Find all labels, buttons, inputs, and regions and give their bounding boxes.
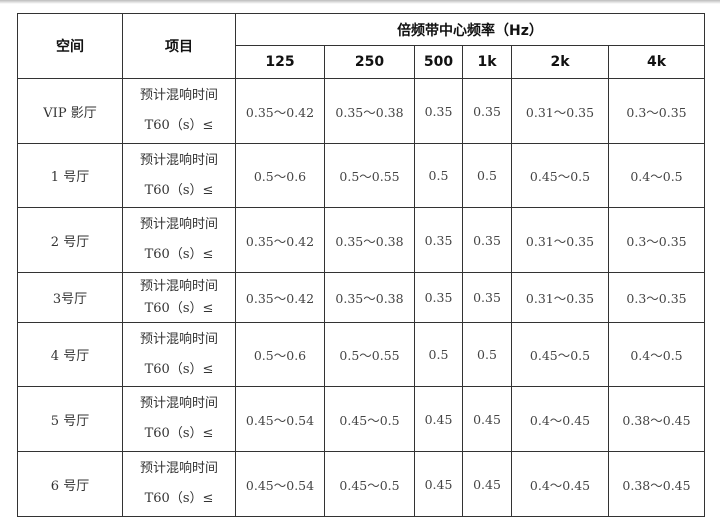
table-row: 4 号厅 预计混响时间 T60（s）≤ 0.5～0.6 0.5～0.55 0.5 0.5 0.… (17, 322, 705, 387)
item-label-line1: 预计混响时间 (139, 217, 218, 232)
value-cell: 0.45 (462, 451, 512, 517)
value-cell: 0.38～0.45 (608, 386, 705, 452)
header-band-group: 倍频带中心频率（Hz） (235, 13, 705, 46)
value-cell: 0.35 (414, 78, 463, 144)
value-cell: 0.45～0.5 (324, 386, 415, 452)
header-band-250: 250 (324, 45, 415, 79)
table-row: 2 号厅 预计混响时间 T60（s）≤ 0.35～0.42 0.35～0.38 0.35 0… (17, 207, 705, 273)
value-cell: 0.45～0.5 (324, 451, 415, 517)
value-cell: 0.31～0.35 (511, 207, 609, 273)
header-band-4k: 4k (608, 45, 705, 79)
item-label-line2: T60（s）≤ (144, 182, 214, 198)
item-label-line1: 预计混响时间 (139, 278, 218, 294)
item-cell: 预计混响时间 T60（s）≤ (122, 386, 236, 452)
space-cell: 3号厅 (17, 272, 123, 323)
value-cell: 0.35 (414, 207, 463, 273)
value-cell: 0.4～0.45 (511, 451, 609, 517)
space-cell: 6 号厅 (17, 451, 123, 517)
value-cell: 0.5 (462, 322, 512, 387)
item-label-line2: T60（s）≤ (144, 247, 214, 262)
reverberation-table: 空间 项目 倍频带中心频率（Hz） 125 250 500 1k 2k 4k VIP 影厅… (17, 13, 705, 517)
value-cell: 0.3～0.35 (608, 272, 705, 323)
space-cell: 1 号厅 (17, 143, 123, 208)
value-cell: 0.45～0.54 (235, 451, 325, 517)
value-cell: 0.3～0.35 (608, 207, 705, 273)
space-cell: 4 号厅 (17, 322, 123, 387)
value-cell: 0.5 (414, 322, 463, 387)
item-cell: 预计混响时间 T60（s）≤ (122, 207, 236, 273)
value-cell: 0.35 (462, 207, 512, 273)
value-cell: 0.35～0.42 (235, 78, 325, 144)
space-cell: 5 号厅 (17, 386, 123, 452)
space-cell: VIP 影厅 (17, 78, 123, 144)
header-band-1k: 1k (462, 45, 512, 79)
table-row: 3号厅 预计混响时间 T60（s）≤ 0.35～0.42 0.35～0.38 0.35 0.… (17, 272, 705, 323)
value-cell: 0.31～0.35 (511, 272, 609, 323)
value-cell: 0.5 (414, 143, 463, 208)
table-row: VIP 影厅 预计混响时间 T60（s）≤ 0.35～0.42 0.35～0.38 0.3… (17, 78, 705, 144)
item-label-line2: T60（s）≤ (144, 491, 214, 506)
value-cell: 0.35～0.42 (235, 272, 325, 323)
item-label-line2: T60（s）≤ (144, 426, 214, 441)
value-cell: 0.38～0.45 (608, 451, 705, 517)
value-cell: 0.45 (414, 451, 463, 517)
item-cell: 预计混响时间 T60（s）≤ (122, 143, 236, 208)
value-cell: 0.45～0.54 (235, 386, 325, 452)
value-cell: 0.3～0.35 (608, 78, 705, 144)
item-label-line2: T60（s）≤ (144, 361, 214, 377)
header-band-125: 125 (235, 45, 325, 79)
item-label-line1: 预计混响时间 (139, 152, 218, 168)
table-row: 6 号厅 预计混响时间 T60（s）≤ 0.45～0.54 0.45～0.5 0.45 0.… (17, 451, 705, 517)
top-shadow (0, 0, 720, 4)
item-label-line1: 预计混响时间 (139, 331, 218, 347)
value-cell: 0.5～0.6 (235, 322, 325, 387)
value-cell: 0.35～0.38 (324, 272, 415, 323)
value-cell: 0.4～0.5 (608, 143, 705, 208)
value-cell: 0.35 (414, 272, 463, 323)
value-cell: 0.35 (462, 272, 512, 323)
item-label-line1: 预计混响时间 (139, 461, 218, 476)
value-cell: 0.5 (462, 143, 512, 208)
value-cell: 0.35 (462, 78, 512, 144)
value-cell: 0.5～0.55 (324, 143, 415, 208)
value-cell: 0.4～0.45 (511, 386, 609, 452)
header-band-2k: 2k (511, 45, 609, 79)
value-cell: 0.4～0.5 (608, 322, 705, 387)
value-cell: 0.45～0.5 (511, 143, 609, 208)
item-label-line2: T60（s）≤ (144, 118, 214, 133)
value-cell: 0.45～0.5 (511, 322, 609, 387)
item-label-line1: 预计混响时间 (139, 88, 218, 103)
value-cell: 0.5～0.6 (235, 143, 325, 208)
item-cell: 预计混响时间 T60（s）≤ (122, 451, 236, 517)
header-band-500: 500 (414, 45, 463, 79)
value-cell: 0.35～0.42 (235, 207, 325, 273)
item-cell: 预计混响时间 T60（s）≤ (122, 78, 236, 144)
table-row: 1 号厅 预计混响时间 T60（s）≤ 0.5～0.6 0.5～0.55 0.5 0.5 0.… (17, 143, 705, 208)
value-cell: 0.35～0.38 (324, 78, 415, 144)
item-cell: 预计混响时间 T60（s）≤ (122, 272, 236, 323)
value-cell: 0.45 (414, 386, 463, 452)
item-label-line2: T60（s）≤ (144, 300, 214, 316)
value-cell: 0.35～0.38 (324, 207, 415, 273)
item-label-line1: 预计混响时间 (139, 396, 218, 411)
space-cell: 2 号厅 (17, 207, 123, 273)
header-space: 空间 (17, 13, 123, 79)
value-cell: 0.5～0.55 (324, 322, 415, 387)
item-cell: 预计混响时间 T60（s）≤ (122, 322, 236, 387)
table-row: 5 号厅 预计混响时间 T60（s）≤ 0.45～0.54 0.45～0.5 0.45 0.… (17, 386, 705, 452)
header-item: 项目 (122, 13, 236, 79)
value-cell: 0.45 (462, 386, 512, 452)
value-cell: 0.31～0.35 (511, 78, 609, 144)
